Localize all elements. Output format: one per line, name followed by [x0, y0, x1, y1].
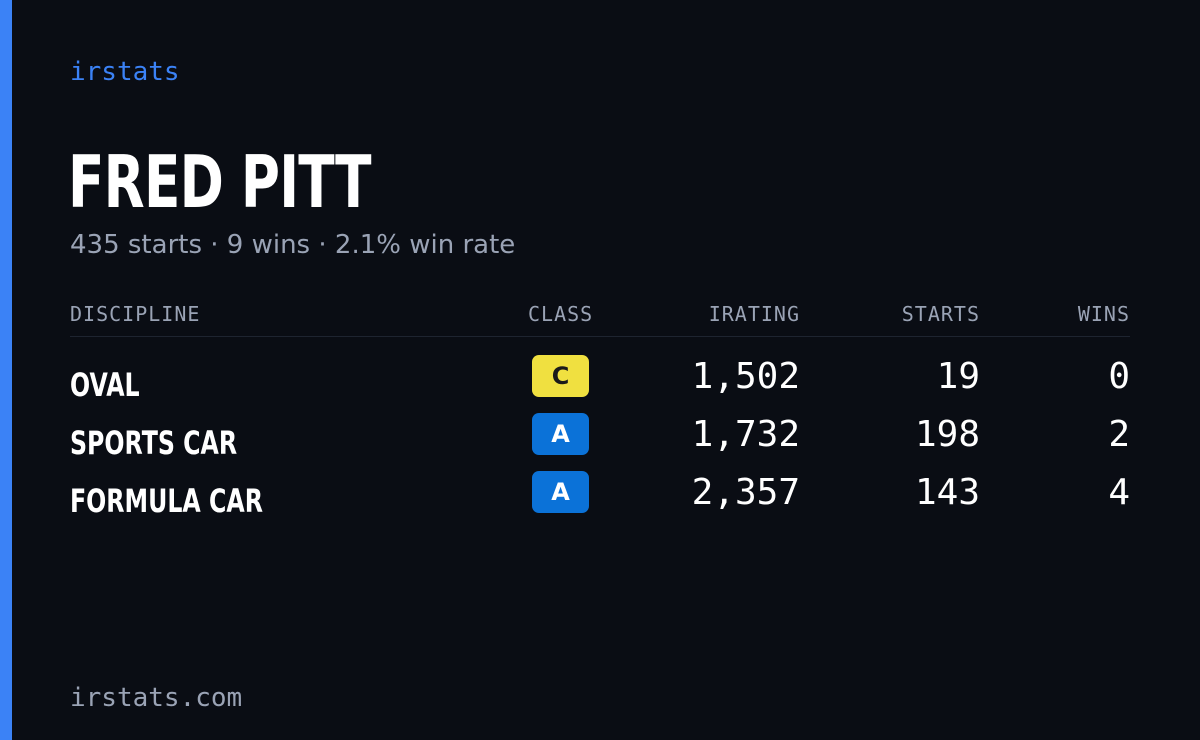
- driver-name: FRED PITT: [68, 140, 371, 224]
- wins-value: 2: [1108, 414, 1130, 455]
- discipline-name: OVAL: [70, 366, 140, 404]
- table-row: SPORTS CAR A 1,732 198 2: [70, 411, 1130, 469]
- class-badge: A: [532, 471, 589, 513]
- stats-table: DISCIPLINE CLASS IRATING STARTS WINS OVA…: [70, 296, 1130, 527]
- discipline-name: FORMULA CAR: [70, 482, 263, 520]
- table-row: OVAL C 1,502 19 0: [70, 353, 1130, 411]
- wins-value: 4: [1108, 472, 1130, 513]
- table-row: FORMULA CAR A 2,357 143 4: [70, 469, 1130, 527]
- discipline-name: SPORTS CAR: [70, 424, 238, 462]
- header-irating: IRATING: [708, 302, 800, 326]
- irating-value: 2,357: [691, 472, 800, 513]
- irating-value: 1,732: [691, 414, 800, 455]
- header-wins: WINS: [1077, 302, 1130, 326]
- header-starts: STARTS: [901, 302, 980, 326]
- footer-url: irstats.com: [70, 683, 243, 713]
- wins-value: 0: [1108, 356, 1130, 397]
- brand-logo: irstats: [70, 57, 180, 87]
- class-badge: A: [532, 413, 589, 455]
- class-badge: C: [532, 355, 589, 397]
- starts-value: 198: [914, 414, 980, 455]
- table-body: OVAL C 1,502 19 0 SPORTS CAR A 1,732 198…: [70, 353, 1130, 527]
- driver-summary: 435 starts · 9 wins · 2.1% win rate: [70, 230, 516, 260]
- header-discipline: DISCIPLINE: [70, 302, 201, 326]
- table-header: DISCIPLINE CLASS IRATING STARTS WINS: [70, 296, 1130, 337]
- starts-value: 143: [914, 472, 980, 513]
- accent-bar: [0, 0, 12, 740]
- header-class: CLASS: [528, 302, 594, 326]
- starts-value: 19: [936, 356, 980, 397]
- irating-value: 1,502: [691, 356, 800, 397]
